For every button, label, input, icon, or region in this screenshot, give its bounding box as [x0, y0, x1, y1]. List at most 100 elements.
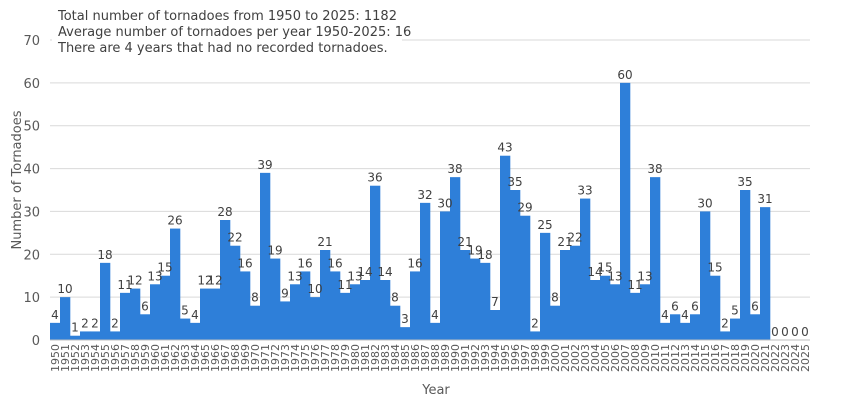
x-tick-label: 2000 — [549, 344, 562, 372]
data-label-2015: 30 — [697, 196, 712, 210]
x-tick-label: 1955 — [99, 344, 112, 372]
bar-1950 — [50, 322, 61, 340]
data-label-1977: 21 — [317, 235, 332, 249]
data-label-1956: 2 — [111, 316, 119, 330]
data-label-1972: 19 — [267, 244, 282, 258]
x-tick-label: 1972 — [269, 344, 282, 372]
data-label-1969: 16 — [237, 256, 252, 270]
x-tick-label: 2008 — [629, 344, 642, 372]
data-label-1988: 4 — [431, 308, 439, 322]
data-label-2016: 15 — [707, 261, 722, 275]
bar-2011 — [660, 322, 671, 340]
data-label-1971: 39 — [257, 158, 272, 172]
x-tick-label: 2001 — [559, 344, 572, 372]
x-tick-label: 1956 — [109, 344, 122, 372]
bar-2003 — [580, 198, 591, 340]
bar-1972 — [270, 258, 281, 340]
data-label-1995: 43 — [497, 141, 512, 155]
bar-1988 — [430, 322, 441, 340]
data-label-2004: 14 — [587, 265, 602, 279]
bar-2000 — [550, 305, 561, 340]
x-tick-label: 2004 — [589, 344, 602, 372]
x-tick-label: 2010 — [649, 344, 662, 372]
x-tick-label: 2022 — [769, 344, 782, 372]
x-tick-label: 1987 — [419, 344, 432, 372]
data-label-1984: 8 — [391, 291, 399, 305]
x-tick-label: 2018 — [729, 344, 742, 372]
x-tick-label: 1992 — [469, 344, 482, 372]
x-tick-label: 1991 — [459, 344, 472, 372]
data-label-1951: 10 — [57, 282, 72, 296]
data-label-1991: 21 — [457, 235, 472, 249]
data-label-1979: 11 — [337, 278, 352, 292]
bar-1963 — [180, 318, 191, 340]
bar-2021 — [760, 207, 771, 340]
data-label-2011: 4 — [661, 308, 669, 322]
x-tick-label: 2006 — [609, 344, 622, 372]
data-label-2020: 6 — [751, 299, 759, 313]
x-tick-label: 1986 — [409, 344, 422, 372]
data-label-2008: 11 — [627, 278, 642, 292]
bar-1997 — [520, 215, 531, 340]
bar-1961 — [160, 275, 171, 340]
bar-1975 — [300, 271, 311, 340]
bar-2009 — [640, 284, 651, 340]
y-tick-label: 70 — [23, 34, 40, 49]
data-label-2018: 5 — [731, 304, 739, 318]
bar-1986 — [410, 271, 421, 340]
data-label-1981: 14 — [357, 265, 372, 279]
x-tick-label: 2017 — [719, 344, 732, 372]
data-label-1975: 16 — [297, 256, 312, 270]
x-tick-label: 1995 — [499, 344, 512, 372]
x-tick-label: 1996 — [509, 344, 522, 372]
annotation-average: Average number of tornadoes per year 195… — [58, 25, 411, 40]
data-label-1976: 10 — [307, 282, 322, 296]
data-label-2010: 38 — [647, 162, 662, 176]
bar-1964 — [190, 322, 201, 340]
x-tick-label: 1951 — [59, 344, 72, 372]
data-label-2013: 4 — [681, 308, 689, 322]
data-label-1997: 29 — [517, 201, 532, 215]
x-tick-label: 1969 — [239, 344, 252, 372]
y-tick-label: 20 — [23, 248, 40, 263]
x-tick-label: 1959 — [139, 344, 152, 372]
data-label-1992: 19 — [467, 244, 482, 258]
data-label-2019: 35 — [737, 175, 752, 189]
bar-2017 — [720, 331, 731, 340]
bar-1976 — [310, 297, 321, 340]
bar-1987 — [420, 202, 431, 340]
bar-1968 — [230, 245, 241, 340]
bar-1999 — [540, 232, 551, 340]
data-label-2005: 15 — [597, 261, 612, 275]
x-tick-label: 2003 — [579, 344, 592, 372]
bar-1969 — [240, 271, 251, 340]
bar-1995 — [500, 155, 511, 340]
bar-1984 — [390, 305, 401, 340]
y-axis-ticks: 0 10 20 30 40 50 60 70 — [23, 34, 40, 349]
x-tick-label: 1984 — [389, 344, 402, 372]
bar-1957 — [120, 292, 131, 340]
bar-series — [50, 82, 771, 340]
data-label-1964: 4 — [191, 308, 199, 322]
bar-2019 — [740, 190, 751, 340]
data-label-1967: 28 — [217, 205, 232, 219]
bar-2008 — [630, 292, 641, 340]
x-tick-label: 2009 — [639, 344, 652, 372]
data-label-1983: 14 — [377, 265, 392, 279]
bar-2001 — [560, 250, 571, 340]
x-tick-label: 2013 — [679, 344, 692, 372]
bar-1960 — [150, 284, 161, 340]
bar-1951 — [60, 297, 71, 340]
x-tick-label: 1982 — [369, 344, 382, 372]
x-tick-label: 1976 — [309, 344, 322, 372]
x-tick-label: 1975 — [299, 344, 312, 372]
annotation-background — [52, 6, 402, 58]
x-tick-label: 2023 — [779, 344, 792, 372]
data-label-1955: 18 — [97, 248, 112, 262]
bar-2005 — [600, 275, 611, 340]
bar-1977 — [320, 250, 331, 340]
bar-1958 — [130, 288, 141, 340]
data-label-1973: 9 — [281, 286, 289, 300]
